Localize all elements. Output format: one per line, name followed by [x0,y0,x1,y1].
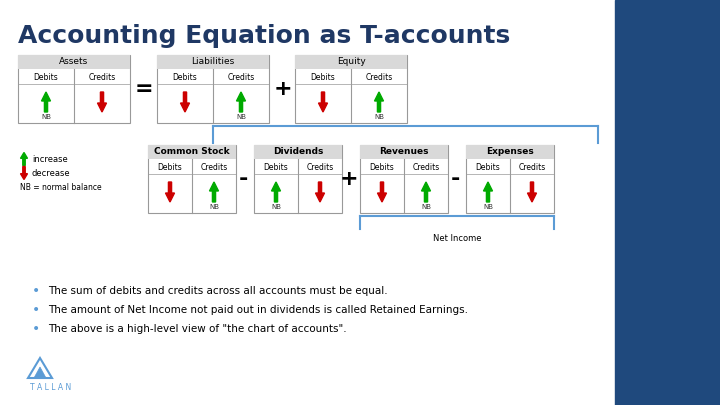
Bar [157,55,269,123]
Polygon shape [166,182,174,202]
Polygon shape [42,92,50,112]
Polygon shape [97,92,107,112]
Text: Credits: Credits [89,73,116,83]
Text: decrease: decrease [32,168,71,177]
Text: Debits: Debits [476,164,500,173]
Text: T A L L A N: T A L L A N [30,383,71,392]
Text: The amount of Net Income not paid out in dividends is called Retained Earnings.: The amount of Net Income not paid out in… [48,305,468,315]
Bar [18,55,130,69]
Bar [148,145,236,159]
Text: Equity: Equity [337,58,365,66]
Bar [360,145,448,213]
Text: Credits: Credits [518,164,546,173]
Polygon shape [374,92,384,112]
Bar [18,55,130,123]
Text: +: + [274,79,292,99]
Polygon shape [421,182,431,202]
Text: NB: NB [374,114,384,120]
Text: Revenues: Revenues [379,147,428,156]
Text: •: • [32,303,40,317]
Bar [466,145,554,213]
Text: NB: NB [236,114,246,120]
Text: Debits: Debits [310,73,336,83]
Text: •: • [32,322,40,336]
Polygon shape [20,166,27,179]
Text: -: - [450,169,459,189]
Polygon shape [484,182,492,202]
Bar [254,145,342,213]
Polygon shape [34,367,46,378]
Polygon shape [210,182,218,202]
Text: Liabilities: Liabilities [192,58,235,66]
Text: Expenses: Expenses [486,147,534,156]
Bar [360,145,448,159]
Text: Credits: Credits [200,164,228,173]
Text: The sum of debits and credits across all accounts must be equal.: The sum of debits and credits across all… [48,286,387,296]
Text: Credits: Credits [307,164,333,173]
Text: Assets: Assets [59,58,89,66]
Text: increase: increase [32,154,68,164]
Polygon shape [271,182,281,202]
Polygon shape [20,153,27,166]
Polygon shape [528,182,536,202]
Bar [295,55,407,123]
Text: -: - [238,169,248,189]
Polygon shape [315,182,325,202]
Text: NB = normal balance: NB = normal balance [20,183,102,192]
Bar [254,145,342,159]
Text: Common Stock: Common Stock [154,147,230,156]
Text: •: • [32,284,40,298]
Bar [157,55,269,69]
Text: NB: NB [271,204,281,210]
Text: The above is a high-level view of "the chart of accounts".: The above is a high-level view of "the c… [48,324,346,334]
Text: Credits: Credits [413,164,440,173]
Text: =: = [135,79,153,99]
Text: Debits: Debits [158,164,182,173]
Text: Net Income: Net Income [433,234,481,243]
Text: Dividends: Dividends [273,147,323,156]
Text: NB: NB [483,204,493,210]
Bar [295,55,407,69]
Text: Credits: Credits [365,73,392,83]
Text: Debits: Debits [264,164,289,173]
Bar [466,145,554,159]
Text: NB: NB [209,204,219,210]
Polygon shape [377,182,387,202]
Bar [148,145,236,213]
Polygon shape [236,92,246,112]
Text: Credits: Credits [228,73,255,83]
Text: Debits: Debits [369,164,395,173]
Text: Debits: Debits [34,73,58,83]
Bar [615,0,720,405]
Text: Debits: Debits [173,73,197,83]
Polygon shape [181,92,189,112]
Polygon shape [318,92,328,112]
Text: NB: NB [41,114,51,120]
Text: +: + [340,169,359,189]
Text: Accounting Equation as T-accounts: Accounting Equation as T-accounts [18,24,510,48]
Text: NB: NB [421,204,431,210]
